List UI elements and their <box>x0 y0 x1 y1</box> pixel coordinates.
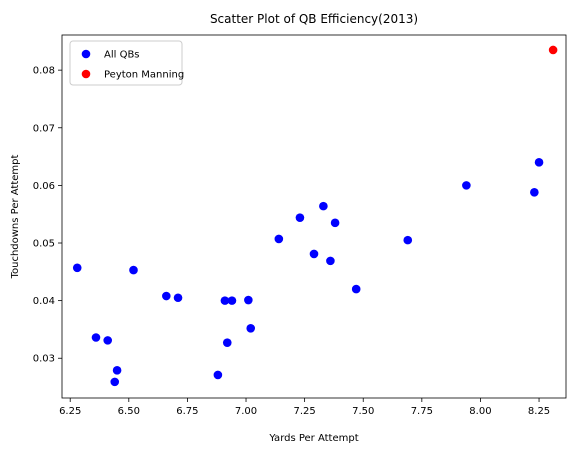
legend-label: All QBs <box>104 50 140 61</box>
data-point <box>72 263 82 273</box>
data-point <box>530 188 539 197</box>
y-tick-label: 0.08 <box>33 66 55 77</box>
data-point <box>162 291 171 301</box>
data-point <box>351 284 361 294</box>
data-point <box>319 201 328 211</box>
y-tick-label: 0.07 <box>33 123 55 134</box>
data-point <box>403 235 413 245</box>
x-tick-label: 7.75 <box>411 406 433 417</box>
data-point <box>309 249 319 259</box>
legend-marker <box>81 69 91 79</box>
x-tick-label: 7.50 <box>352 406 374 417</box>
x-tick-label: 6.25 <box>59 406 81 417</box>
legend: All QBs Peyton Manning <box>69 40 184 86</box>
x-tick-label: 8.00 <box>469 406 491 417</box>
data-point <box>534 158 544 167</box>
y-axis-ticks: 0.03 0.04 0.05 0.06 0.07 0.08 <box>33 66 62 365</box>
plot-area <box>61 34 567 399</box>
chart-title: Scatter Plot of QB Efficiency(2013) <box>210 12 418 26</box>
x-tick-label: 7.00 <box>235 406 257 417</box>
data-point <box>227 296 237 305</box>
x-tick-label: 6.50 <box>118 406 140 417</box>
data-point <box>110 377 120 387</box>
y-tick-label: 0.05 <box>33 239 55 250</box>
data-point <box>222 338 232 347</box>
data-point <box>274 234 284 244</box>
data-point <box>220 296 230 305</box>
data-point <box>330 218 340 228</box>
data-point <box>129 265 138 275</box>
data-point <box>244 295 253 305</box>
x-tick-label: 7.25 <box>293 406 315 417</box>
y-tick-label: 0.04 <box>33 296 55 307</box>
data-point <box>462 181 471 190</box>
data-point <box>112 366 122 375</box>
data-point <box>246 323 256 333</box>
legend-box <box>69 40 183 86</box>
data-point <box>103 336 113 345</box>
y-tick-label: 0.06 <box>33 181 55 192</box>
legend-label: Peyton Manning <box>104 70 184 81</box>
x-axis-ticks: 6.25 6.50 6.75 7.00 7.25 7.50 7.75 8.00 8.25 <box>59 398 550 417</box>
data-point <box>91 333 101 342</box>
data-point <box>295 213 305 222</box>
x-tick-label: 8.25 <box>528 406 550 417</box>
data-point <box>213 370 223 380</box>
data-point <box>326 256 335 266</box>
y-axis-label: Touchdowns Per Attempt <box>10 154 21 279</box>
data-points <box>72 45 558 387</box>
data-point <box>173 293 183 303</box>
y-tick-label: 0.03 <box>33 354 55 365</box>
data-point <box>548 45 558 55</box>
x-tick-label: 6.75 <box>176 406 198 417</box>
legend-marker <box>81 49 91 59</box>
x-axis-label: Yards Per Attempt <box>268 433 358 444</box>
